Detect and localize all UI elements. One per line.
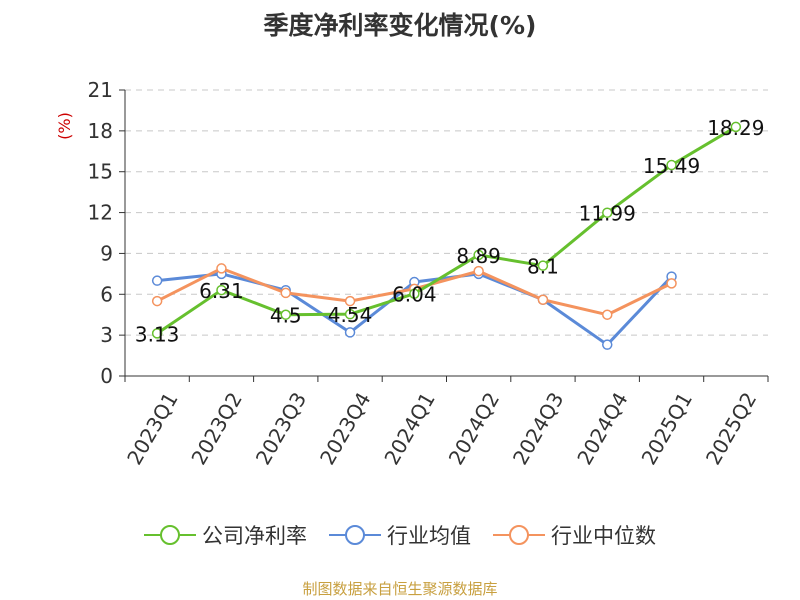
legend-marker-icon (144, 525, 196, 545)
data-label: 18.29 (707, 116, 764, 140)
y-tick-label: 6 (100, 282, 113, 306)
y-tick-label: 3 (100, 323, 113, 347)
x-tick-label: 2024Q1 (379, 388, 439, 469)
x-tick-label: 2025Q1 (637, 388, 697, 469)
legend-marker-icon (493, 525, 545, 545)
data-point (344, 327, 356, 338)
y-axis-label: (%) (55, 112, 74, 140)
data-point (537, 294, 549, 305)
data-point (280, 287, 291, 299)
data-point (344, 295, 356, 307)
series-lines (151, 121, 742, 350)
data-label: 4.5 (270, 304, 302, 328)
data-point (151, 275, 163, 286)
data-point (602, 207, 613, 218)
x-tick-label: 2025Q2 (701, 388, 761, 469)
legend-item[interactable]: 行业均值 (329, 520, 471, 550)
data-labels: 3.13 6.31 4.5 4.54 6.04 8.89 8.1 11.99 15.49 18.2… (135, 116, 765, 346)
data-point (666, 278, 677, 289)
y-tick-label: 0 (100, 364, 113, 388)
y-tick-label: 9 (100, 241, 113, 265)
x-tick-label: 2024Q4 (572, 388, 632, 469)
data-label: 15.49 (643, 154, 700, 178)
data-label: 6.31 (199, 279, 244, 303)
legend: 公司净利率 行业均值 行业中位数 (0, 520, 800, 550)
legend-item[interactable]: 公司净利率 (144, 520, 307, 550)
data-point (344, 308, 356, 320)
data-point (216, 284, 227, 296)
data-label: 4.54 (328, 303, 373, 327)
x-tick-label: 2023Q1 (122, 388, 182, 469)
x-tick-label: 2024Q2 (444, 388, 504, 469)
x-tick-label: 2023Q4 (315, 388, 375, 469)
data-point (602, 309, 613, 320)
legend-marker-icon (329, 525, 381, 545)
y-tick-label: 15 (88, 160, 113, 184)
data-point (151, 328, 163, 339)
data-label: 8.1 (527, 255, 559, 279)
data-label: 8.89 (456, 244, 501, 268)
x-tick-label: 2023Q3 (251, 388, 311, 469)
x-tick-label: 2023Q2 (186, 388, 246, 469)
legend-label: 公司净利率 (202, 524, 307, 548)
y-tick-label: 18 (88, 119, 113, 143)
data-point (666, 159, 677, 171)
data-point (280, 309, 291, 320)
data-point (409, 288, 420, 299)
data-point (151, 295, 163, 307)
x-tick-label: 2024Q3 (508, 388, 568, 469)
y-tick-label: 21 (88, 78, 113, 102)
y-tick-label: 12 (88, 201, 113, 225)
footer-source: 制图数据来自恒生聚源数据库 (302, 580, 498, 598)
legend-item[interactable]: 行业中位数 (493, 520, 656, 550)
series-line-0 (156, 125, 737, 335)
data-point (473, 265, 484, 277)
data-label: 6.04 (392, 283, 437, 307)
grid-lines (125, 89, 768, 336)
data-point (602, 339, 613, 350)
data-label: 11.99 (579, 202, 636, 226)
data-point (473, 249, 484, 261)
data-label: 3.13 (135, 322, 180, 346)
data-point (730, 121, 742, 133)
chart-title: 季度净利率变化情况(%) (263, 11, 537, 40)
legend-label: 行业均值 (387, 524, 471, 548)
data-point (537, 260, 549, 271)
data-point (216, 263, 227, 274)
legend-label: 行业中位数 (551, 524, 656, 548)
